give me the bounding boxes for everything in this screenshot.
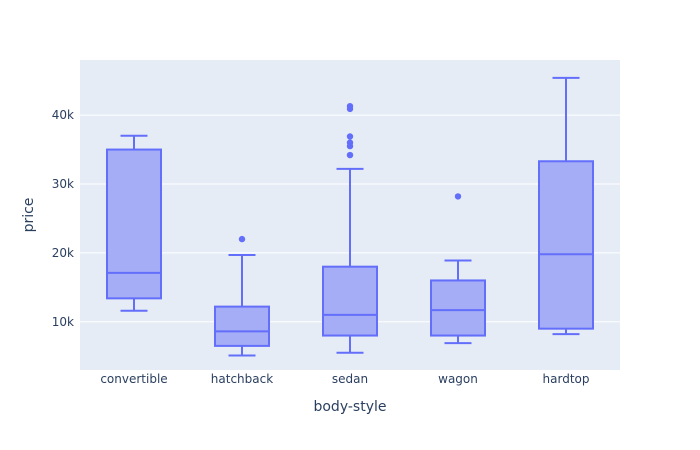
x-axis-ticks: convertible hatchback sedan wagon hardtop: [100, 372, 589, 386]
box-iqr: [539, 161, 593, 328]
x-tick-label: hardtop: [543, 372, 590, 386]
outlier-point: [347, 139, 353, 145]
box-iqr: [215, 307, 269, 346]
x-axis-title: body-style: [313, 399, 386, 415]
x-tick-label: wagon: [438, 372, 478, 386]
x-tick-label: sedan: [332, 372, 368, 386]
y-tick-label: 30k: [52, 177, 74, 191]
box-convertible: [107, 136, 161, 311]
x-tick-label: hatchback: [211, 372, 273, 386]
y-axis-ticks: 10k 20k 30k 40k: [52, 108, 74, 329]
y-tick-label: 40k: [52, 108, 74, 122]
y-axis-title: price: [21, 198, 37, 233]
outlier-point: [347, 152, 353, 158]
box-iqr: [107, 150, 161, 299]
outlier-point: [347, 133, 353, 139]
box-iqr: [323, 267, 377, 336]
x-tick-label: convertible: [100, 372, 167, 386]
outlier-point: [239, 236, 245, 242]
box-iqr: [431, 280, 485, 335]
outlier-point: [347, 103, 353, 109]
y-tick-label: 10k: [52, 315, 74, 329]
outlier-point: [455, 193, 461, 199]
y-tick-label: 20k: [52, 246, 74, 260]
